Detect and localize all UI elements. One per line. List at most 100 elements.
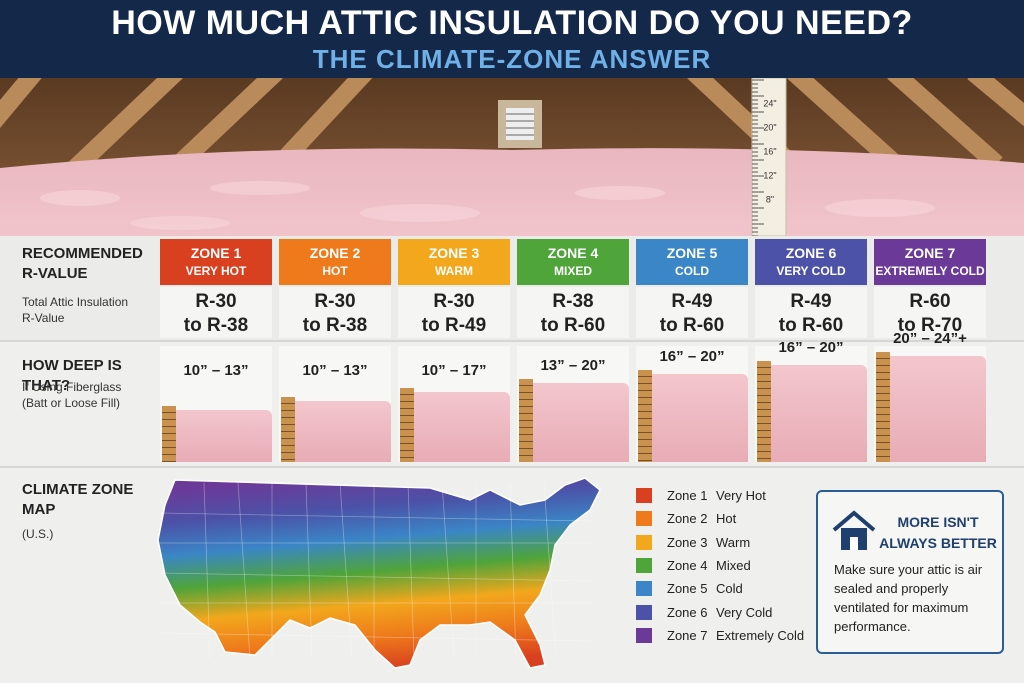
legend-zone: Zone 7: [667, 627, 708, 643]
insulation-sample: [646, 374, 748, 462]
ruler-label: 24": [763, 98, 776, 108]
section-title: HOW DEEP IS THAT?: [22, 357, 122, 394]
legend-label: Mixed: [716, 557, 751, 573]
section-subtitle: If Using Fiberglass (Batt or Loose Fill): [22, 380, 122, 410]
r-value-from: R-60: [909, 291, 951, 312]
legend-zone: Zone 2: [667, 511, 708, 527]
depth-range: 16” – 20”: [659, 348, 725, 365]
header-band: [0, 0, 1024, 78]
insulation-sample: [527, 383, 629, 462]
depth-ruler: [876, 352, 890, 462]
r-value-to: to R-38: [302, 315, 368, 336]
depth-ruler: [638, 370, 652, 462]
zone-name: ZONE 5: [666, 245, 718, 261]
house-roof: [832, 510, 876, 532]
zone-name: ZONE 1: [190, 245, 242, 261]
depth-range: 16” – 20”: [778, 339, 844, 356]
r-value-cell: [517, 287, 629, 338]
attic-photo: 24" 20" 16" 12" 8": [0, 78, 1024, 236]
state-line: [339, 482, 353, 659]
r-value-row: [0, 236, 1024, 342]
r-value-from: R-30: [195, 291, 237, 312]
state-line: [543, 482, 557, 659]
legend-zone: Zone 4: [667, 557, 708, 573]
legend-swatch: [636, 627, 652, 643]
section-subtitle: (U.S.): [22, 527, 54, 541]
depth-range: 10” – 13”: [183, 362, 249, 379]
insulation-sample: [884, 356, 986, 462]
r-value-from: R-30: [314, 291, 356, 312]
legend-swatch: [636, 511, 652, 527]
insulation-sample: [170, 410, 272, 462]
insulation-sample: [289, 401, 391, 462]
zone-header: [160, 239, 272, 285]
legend-zone: Zone 3: [667, 534, 708, 550]
depth-range: 10” – 13”: [302, 362, 368, 379]
r-value-to: to R-60: [540, 315, 606, 336]
ruler-label: 12": [763, 170, 776, 180]
state-line: [159, 572, 591, 582]
legend-swatch: [636, 581, 652, 597]
r-value-cell: [874, 287, 986, 338]
legend-zone: Zone 1: [667, 488, 708, 503]
r-value-to: to R-60: [778, 315, 844, 336]
r-value-to: to R-60: [659, 315, 725, 336]
legend-swatch: [636, 488, 652, 503]
zone-name: ZONE 4: [547, 245, 599, 261]
state-line: [237, 482, 251, 659]
zone-name: ZONE 6: [785, 245, 837, 261]
depth-ruler: [400, 388, 414, 462]
state-line: [305, 482, 313, 659]
legend-label: Cold: [716, 581, 743, 597]
r-value-cell: [636, 287, 748, 338]
depth-ruler: [281, 397, 295, 462]
r-value-from: R-49: [671, 291, 713, 312]
r-value-cell: [755, 287, 867, 338]
r-value-to: to R-49: [421, 315, 487, 336]
house-icon: [832, 510, 876, 550]
legend-swatch: [636, 557, 652, 573]
r-value-from: R-38: [552, 291, 594, 312]
insulation-sample: [408, 392, 510, 462]
depth-range: 13” – 20”: [540, 357, 606, 374]
callout-title: MORE ISN'T ALWAYS BETTER: [879, 514, 997, 551]
r-value-cell: [398, 287, 510, 338]
depth-ruler: [162, 406, 176, 462]
legend-zone: Zone 5: [667, 581, 708, 597]
zone-name: ZONE 3: [428, 245, 480, 261]
zone-header: [755, 239, 867, 285]
section-title: RECOMMENDED R-VALUE: [22, 245, 143, 282]
climate-map: [157, 477, 601, 669]
depth-range: 20” – 24”+: [893, 330, 967, 347]
zone-header: [874, 239, 986, 285]
legend-swatch: [636, 604, 652, 620]
r-value-cell: [279, 287, 391, 338]
depth-ruler: [519, 379, 533, 462]
zone-climate: COLD: [675, 264, 709, 278]
depth-ruler: [757, 361, 771, 462]
state-line: [203, 482, 211, 659]
r-value-cell: [160, 287, 272, 338]
zone-header: [279, 239, 391, 285]
state-line: [159, 512, 591, 522]
depth-range: 10” – 17”: [421, 362, 487, 379]
title: HOW MUCH ATTIC INSULATION DO YOU NEED?: [111, 4, 913, 42]
legend-label: Hot: [716, 511, 737, 527]
us-outline: [157, 477, 601, 669]
house-door: [850, 537, 858, 550]
zone-name: ZONE 2: [309, 245, 361, 261]
state-line: [159, 632, 591, 642]
zone-header: [636, 239, 748, 285]
legend-label: Very Hot: [716, 488, 766, 503]
legend-label: Warm: [716, 534, 751, 550]
zone-climate: VERY COLD: [776, 264, 846, 278]
zone-name: ZONE 7: [904, 245, 956, 261]
ruler-label: 16": [763, 146, 776, 156]
zone-climate: HOT: [322, 264, 348, 278]
r-value-to: to R-38: [183, 315, 249, 336]
legend-label: Very Cold: [716, 604, 773, 620]
legend-swatch: [636, 534, 652, 550]
state-line: [407, 482, 415, 659]
